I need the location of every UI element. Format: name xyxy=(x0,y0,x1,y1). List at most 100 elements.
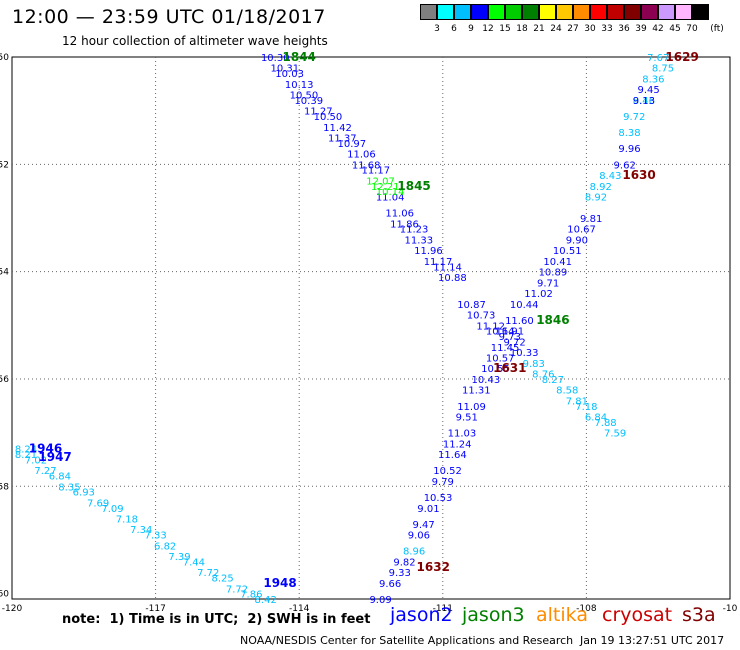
swh-value-label: 10.55 xyxy=(481,364,510,375)
swh-value-label: 8.75 xyxy=(652,64,674,75)
swh-value-label: 7.86 xyxy=(240,590,262,601)
swh-value-label: 6.82 xyxy=(154,541,176,552)
swh-value-label: 7.59 xyxy=(604,429,626,440)
swh-value-label: 8.24 xyxy=(15,445,37,456)
swh-value-label: 7.34 xyxy=(130,525,152,536)
satellite-cryosat: cryosat xyxy=(602,604,673,626)
pass-time-label: 1846 xyxy=(536,313,569,327)
swh-value-label: 9.81 xyxy=(580,214,602,225)
lat-tick-label: -50 xyxy=(0,53,9,63)
swh-value-label: 10.03 xyxy=(275,69,304,80)
swh-value-label: 10.97 xyxy=(338,139,367,150)
swh-value-label: 8.58 xyxy=(556,386,578,397)
swh-value-label: 10.50 xyxy=(314,112,343,123)
swh-value-label: 11.86 xyxy=(390,219,419,230)
lon-tick-label: -108 xyxy=(576,604,597,614)
swh-value-label: 8.38 xyxy=(618,128,640,139)
swh-value-label: 11.17 xyxy=(361,166,390,177)
swh-value-label: 10.33 xyxy=(510,348,539,359)
colorbar-tick: 33 xyxy=(601,24,613,34)
swh-value-label: 11.45 xyxy=(491,343,520,354)
swh-value-label: 9.06 xyxy=(408,531,430,542)
colorbar-tick: 70 xyxy=(686,24,698,34)
swh-value-label: 9.72 xyxy=(623,112,645,123)
swh-value-label: 8.76 xyxy=(532,370,554,381)
swh-value-label: 8.42 xyxy=(255,595,277,606)
satellite-jason3: jason3 xyxy=(462,604,525,626)
swh-value-label: 7.72 xyxy=(226,584,248,595)
swh-value-label: 10.73 xyxy=(467,311,496,322)
swh-value-label: 10.43 xyxy=(472,375,501,386)
colorbar-tick: 27 xyxy=(567,24,579,34)
colorbar-tick: 24 xyxy=(550,24,562,34)
colorbar-unit: (ft) xyxy=(710,24,724,34)
pass-time-label: 1632 xyxy=(417,560,450,574)
swh-value-label: 9.13 xyxy=(633,96,655,107)
colorbar-swatch xyxy=(675,4,692,20)
credit-text: NOAA/NESDIS Center for Satellite Applica… xyxy=(240,634,574,647)
lat-tick-label: -60 xyxy=(0,590,9,600)
swh-value-label: 9.79 xyxy=(432,477,454,488)
swh-value-label: 7.67 xyxy=(647,53,669,64)
swh-value-label: 11.14 xyxy=(433,262,462,273)
swh-value-label: 11.24 xyxy=(443,439,472,450)
swh-value-label: 10.57 xyxy=(486,354,515,365)
colorbar-swatch xyxy=(624,4,641,20)
swh-value-label: 7.44 xyxy=(183,557,205,568)
swh-value-label: 10.30 xyxy=(261,53,290,64)
swh-value-label: 9.47 xyxy=(413,520,435,531)
swh-value-label: 11.06 xyxy=(347,150,376,161)
lon-tick-label: -111 xyxy=(433,604,453,614)
colorbar-swatch xyxy=(590,4,607,20)
swh-value-label: 9.66 xyxy=(379,579,401,590)
swh-value-label: 9.33 xyxy=(389,568,411,579)
swh-value-label: 7.18 xyxy=(116,515,138,526)
colorbar-swatch xyxy=(607,4,624,20)
swh-value-label: 7.09 xyxy=(101,504,123,515)
swh-value-label: 11.17 xyxy=(424,257,453,268)
colorbar-tick: 21 xyxy=(533,24,545,34)
footer-note: note: 1) Time is in UTC; 2) SWH is in fe… xyxy=(62,612,371,627)
swh-value-label: 7.02 xyxy=(25,455,47,466)
swh-value-label: 8.35 xyxy=(58,482,80,493)
swh-value-label: 11.23 xyxy=(400,225,429,236)
swh-value-label: 10.44 xyxy=(510,300,539,311)
colorbar-swatch xyxy=(488,4,505,20)
swh-value-label: 12.07 xyxy=(366,176,395,187)
swh-value-label: 10.41 xyxy=(543,257,572,268)
swh-value-label: 11.31 xyxy=(462,386,491,397)
swh-value-label: 7.69 xyxy=(87,498,109,509)
swh-value-label: 9.09 xyxy=(369,595,391,606)
swh-value-label: 11.96 xyxy=(414,246,443,257)
colorbar-tick: 9 xyxy=(468,24,474,34)
satellite-altika: altika xyxy=(536,604,588,626)
swh-value-label: 10.52 xyxy=(433,466,462,477)
colorbar-tick: 3 xyxy=(434,24,440,34)
pass-time-label: 1844 xyxy=(282,50,315,64)
colorbar-swatch xyxy=(692,4,709,20)
swh-value-label: 8.43 xyxy=(599,171,621,182)
colorbar-swatch xyxy=(573,4,590,20)
lon-tick-label: -120 xyxy=(2,604,23,614)
lon-tick-label: -10 xyxy=(723,604,738,614)
swh-value-label: 11.03 xyxy=(448,429,477,440)
colorbar-swatch xyxy=(658,4,675,20)
swh-value-label: 11.02 xyxy=(524,289,553,300)
colorbar-swatch xyxy=(522,4,539,20)
swh-value-label: 7.72 xyxy=(197,568,219,579)
colorbar-tick: 30 xyxy=(584,24,596,34)
colorbar-swatch xyxy=(420,4,437,20)
swh-value-label: 11.60 xyxy=(505,316,534,327)
swh-value-label: 9.62 xyxy=(614,160,636,171)
swh-value-label: 8.21 xyxy=(15,450,37,461)
page-title: 12:00 — 23:59 UTC 01/18/2017 xyxy=(12,6,326,28)
swh-value-label: 9.82 xyxy=(393,557,415,568)
swh-value-label: 9.72 xyxy=(503,337,525,348)
pass-time-label: 1630 xyxy=(622,168,655,182)
pass-time-label: 1946 xyxy=(29,442,62,456)
swh-value-label: 8.96 xyxy=(403,547,425,558)
swh-value-label: 9.90 xyxy=(566,235,588,246)
satellite-s3a: s3a xyxy=(682,604,716,626)
pass-time-label: 1845 xyxy=(397,179,430,193)
